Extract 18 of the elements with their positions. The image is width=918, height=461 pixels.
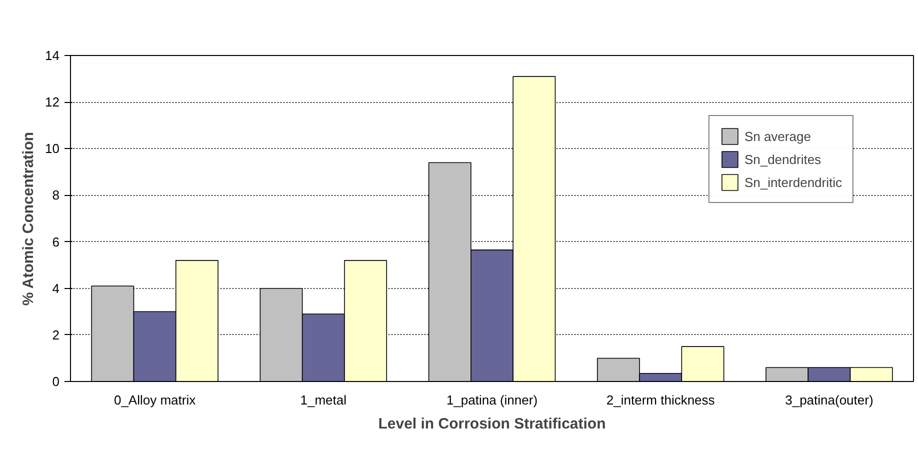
y-tick-label: 8	[52, 188, 60, 203]
y-tick-label: 0	[52, 374, 60, 389]
x-tick-label: 1_metal	[300, 392, 347, 408]
x-tick-label: 2_interm thickness	[606, 392, 716, 408]
legend-label: Sn_interdendritic	[744, 174, 842, 190]
y-axis-title: % Atomic Concentration	[20, 132, 38, 306]
y-tick-label: 2	[52, 327, 60, 342]
y-tick-label: 4	[52, 280, 60, 296]
y-tick-label: 6	[52, 234, 60, 250]
y-tick-label: 12	[45, 94, 60, 110]
legend-label: Sn_dendrites	[744, 152, 822, 166]
x-tick-label: 0_Alloy matrix	[114, 392, 196, 408]
y-tick-label: 10	[45, 141, 60, 156]
x-tick-label: 1_patina (inner)	[446, 392, 538, 408]
x-tick-label: 3_patina(outer)	[785, 392, 874, 408]
y-tick-label: 14	[45, 48, 60, 63]
x-axis-title: Level in Corrosion Stratification	[378, 416, 606, 432]
legend-label: Sn average	[744, 128, 811, 144]
